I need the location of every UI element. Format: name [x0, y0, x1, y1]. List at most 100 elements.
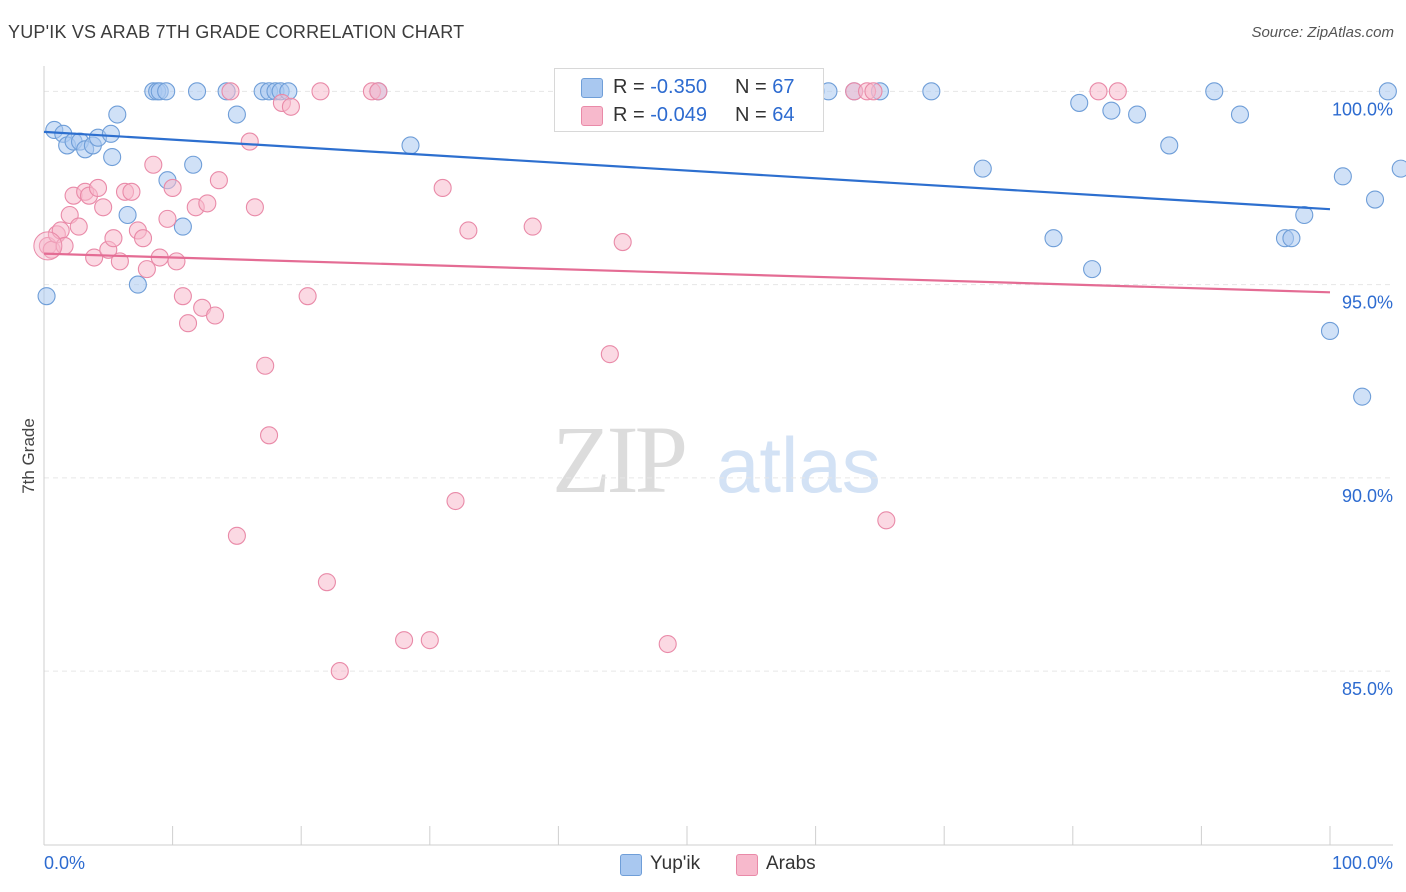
point-yupik: [1295, 205, 1314, 225]
y-tick-label: 95.0%: [1342, 293, 1393, 313]
point-arabs: [205, 306, 225, 325]
point-arabs: [311, 82, 330, 101]
n-value: 67: [772, 76, 795, 98]
point-yupik: [922, 82, 941, 101]
point-yupik: [1282, 229, 1301, 248]
legend-swatch-arabs: [581, 106, 603, 126]
point-yupik: [184, 155, 203, 174]
r-value: -0.049: [650, 104, 707, 126]
watermark: ZIP atlas: [552, 406, 881, 513]
point-yupik: [128, 275, 147, 294]
point-arabs: [158, 209, 177, 228]
point-yupik: [1353, 387, 1372, 406]
point-yupik: [1378, 82, 1397, 101]
chart-title: YUP'IK VS ARAB 7TH GRADE CORRELATION CHA…: [8, 22, 465, 42]
legend-n-yupik: N = 67: [735, 76, 795, 99]
point-yupik: [101, 124, 120, 143]
x-tick-label: 100.0%: [1332, 853, 1393, 873]
point-arabs: [523, 217, 542, 236]
x-tick-label: 0.0%: [44, 853, 85, 873]
stats-legend: R = -0.350 N = 67 R = -0.049 N = 64: [554, 68, 824, 132]
r-label: R =: [613, 104, 645, 126]
trend-line-yupik: [43, 130, 1331, 211]
point-yupik: [1044, 229, 1063, 248]
series-label-arabs: Arabs: [766, 853, 816, 874]
point-arabs: [227, 526, 246, 545]
point-arabs: [88, 178, 108, 197]
point-yupik: [1365, 190, 1385, 209]
point-arabs: [281, 97, 300, 116]
r-value: -0.350: [650, 76, 707, 98]
point-yupik: [157, 82, 176, 101]
point-arabs: [420, 631, 439, 650]
point-yupik: [401, 136, 420, 155]
point-arabs: [209, 171, 228, 190]
point-arabs: [1089, 82, 1108, 101]
y-tick-label: 90.0%: [1342, 486, 1393, 506]
point-yupik: [973, 159, 992, 178]
point-arabs: [864, 82, 883, 101]
point-arabs: [245, 198, 264, 217]
y-tick-label: 100.0%: [1332, 99, 1393, 119]
series-legend: Yup'ik Arabs: [0, 852, 1406, 878]
point-yupik: [1160, 136, 1179, 155]
point-yupik: [108, 105, 127, 124]
legend-n-arabs: N = 64: [735, 104, 795, 127]
point-yupik: [1083, 260, 1102, 279]
r-label: R =: [613, 76, 645, 98]
point-arabs: [877, 511, 896, 530]
legend-row-arabs: R = -0.049 N = 64: [555, 101, 823, 129]
axes: [43, 66, 1393, 846]
point-yupik: [1205, 82, 1224, 101]
point-yupik: [118, 205, 137, 225]
point-arabs: [144, 155, 163, 174]
trend-line-arabs: [43, 252, 1331, 294]
point-yupik: [1391, 159, 1406, 178]
point-arabs: [163, 178, 182, 197]
point-arabs: [94, 198, 113, 217]
watermark-zip: ZIP: [552, 406, 685, 513]
point-arabs: [256, 356, 275, 375]
point-arabs: [221, 82, 240, 101]
point-arabs: [33, 231, 63, 261]
point-arabs: [433, 178, 452, 197]
point-arabs: [330, 662, 349, 681]
point-arabs: [369, 82, 388, 101]
point-yupik: [173, 217, 192, 236]
point-arabs: [167, 252, 186, 271]
point-arabs: [69, 217, 88, 236]
y-axis-label: 7th Grade: [19, 418, 38, 494]
point-yupik: [37, 287, 56, 306]
point-arabs: [395, 631, 414, 650]
series-label-yupik: Yup'ik: [650, 853, 701, 874]
point-yupik: [1333, 167, 1352, 186]
legend-r-arabs: R = -0.049: [613, 104, 707, 127]
point-arabs: [446, 491, 465, 511]
trend-lines: [43, 130, 1331, 294]
tick-labels: 100.0% 95.0% 90.0% 85.0% 0.0% 100.0%: [44, 99, 1393, 873]
point-yupik: [1320, 321, 1340, 341]
point-arabs: [178, 314, 198, 333]
point-arabs: [122, 182, 141, 201]
gridlines: [44, 90, 1393, 672]
point-arabs: [317, 573, 336, 592]
point-arabs: [1108, 82, 1127, 101]
point-arabs: [133, 229, 153, 248]
point-arabs: [198, 194, 217, 213]
n-label: N =: [735, 76, 767, 98]
legend-r-yupik: R = -0.350: [613, 76, 707, 99]
point-arabs: [85, 248, 104, 267]
legend-swatch-yupik: [581, 78, 603, 98]
source-label: Source: ZipAtlas.com: [1251, 24, 1394, 41]
point-arabs: [613, 233, 632, 252]
series-swatch-yupik: [620, 854, 642, 876]
point-arabs: [459, 221, 478, 240]
series-swatch-arabs: [736, 854, 758, 876]
n-label: N =: [735, 104, 767, 126]
point-yupik: [1230, 105, 1250, 124]
point-arabs: [600, 345, 619, 364]
watermark-atlas: atlas: [716, 421, 881, 509]
point-yupik: [227, 105, 246, 124]
legend-row-yupik: R = -0.350 N = 67: [555, 73, 823, 101]
